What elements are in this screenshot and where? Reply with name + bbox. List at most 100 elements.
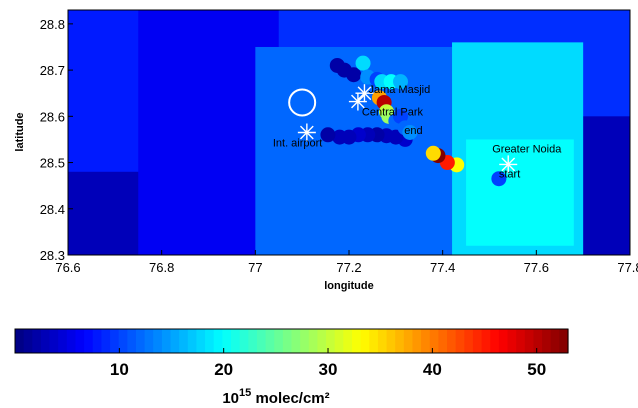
colorbar-step	[507, 329, 517, 353]
y-tick-label: 28.6	[40, 109, 65, 124]
colorbar-tick-label: 30	[319, 360, 338, 379]
x-tick-label: 76.6	[55, 260, 80, 275]
colorbar-step	[412, 329, 422, 353]
star-stroke	[501, 157, 516, 172]
colorbar-step	[300, 329, 310, 353]
colorbar-step	[196, 329, 206, 353]
colorbar-ticks: 10 20 30 40 50	[110, 348, 546, 379]
colorbar-step	[351, 329, 362, 353]
colorbar-step	[15, 329, 25, 353]
colorbar-step	[291, 329, 301, 353]
colorbar-step	[248, 329, 258, 353]
colorbar-step	[516, 329, 526, 353]
colorbar-step	[153, 329, 163, 353]
x-tick-label: 77	[248, 260, 262, 275]
x-tick-label: 77.4	[430, 260, 455, 275]
colorbar-step	[118, 329, 128, 353]
colorbar-step	[559, 329, 569, 353]
colorbar-tick-label: 10	[110, 360, 129, 379]
colorbar-tick-label: 50	[527, 360, 546, 379]
y-tick-label: 28.3	[40, 248, 65, 263]
colorbar-label-unit: molec/cm²	[251, 390, 329, 407]
y-axis: 28.3 28.4 28.5 28.6 28.7 28.8	[40, 17, 73, 263]
colorbar-step	[66, 329, 77, 353]
colorbar-step	[438, 329, 448, 353]
colorbar-step	[170, 329, 180, 353]
y-axis-label: latitude	[14, 112, 26, 151]
colorbar-label-base: 10	[222, 390, 239, 407]
x-tick-label: 77.8	[617, 260, 638, 275]
colorbar-step	[274, 329, 284, 353]
background-cell	[466, 139, 574, 246]
colorbar-step	[58, 329, 68, 353]
observation-points	[320, 55, 507, 187]
landmark-star	[499, 155, 518, 174]
colorbar-step	[179, 329, 189, 353]
colorbar-step	[92, 329, 103, 353]
data-point	[332, 129, 348, 145]
colorbar-step	[343, 329, 353, 353]
data-point	[425, 145, 441, 161]
point-label: start	[499, 168, 520, 180]
colorbar-step	[317, 329, 327, 353]
colorbar-step	[455, 329, 465, 353]
colorbar-step	[403, 329, 414, 353]
colorbar-step	[490, 329, 500, 353]
colorbar-label: 1015 molec/cm²	[222, 387, 329, 407]
colorbar-step	[49, 329, 59, 353]
colorbar-step	[110, 329, 120, 353]
colorbar-step	[421, 329, 431, 353]
colorbar-step	[360, 329, 370, 353]
data-point	[393, 74, 409, 90]
x-axis: 76.6 76.8 77 77.2 77.4 77.6 77.8	[55, 250, 638, 275]
landmark-label: Greater Noida	[492, 143, 562, 155]
colorbar-step	[101, 329, 111, 353]
y-tick-label: 28.5	[40, 156, 65, 171]
y-tick-label: 28.7	[40, 63, 65, 78]
star-stroke	[357, 86, 372, 101]
colorbar-step	[429, 329, 439, 353]
colorbar-step	[231, 329, 241, 353]
colorbar-step	[464, 329, 474, 353]
data-point	[329, 57, 345, 73]
colorbar-step	[334, 329, 344, 353]
star-stroke	[299, 125, 314, 140]
point-label: end	[404, 125, 422, 137]
colorbar-step	[144, 329, 154, 353]
colorbar-step	[239, 329, 249, 353]
colorbar-tick-label: 40	[423, 360, 442, 379]
colorbar: 10 20 30 40 50 1015 molec/cm²	[14, 328, 569, 407]
colorbar-step	[395, 329, 405, 353]
colorbar-step	[187, 329, 198, 353]
colorbar-label-exp: 15	[239, 387, 251, 399]
colorbar-step	[256, 329, 267, 353]
landmark-star	[297, 123, 316, 142]
landmark-star	[348, 92, 367, 111]
colorbar-frame	[14, 328, 569, 354]
colorbar-step	[481, 329, 491, 353]
colorbar-step	[75, 329, 85, 353]
colorbar-step	[222, 329, 232, 353]
data-point	[320, 127, 336, 143]
colorbar-step	[524, 329, 535, 353]
colorbar-step	[40, 329, 51, 353]
colorbar-step	[447, 329, 457, 353]
y-tick-label: 28.8	[40, 17, 65, 32]
colorbar-step	[386, 329, 396, 353]
x-tick-label: 77.6	[524, 260, 549, 275]
landmark-label: Central Park	[362, 107, 424, 119]
colorbar-step	[127, 329, 137, 353]
x-tick-label: 76.8	[149, 260, 174, 275]
colorbar-step	[205, 329, 215, 353]
plot-area: Jama Masjid Central Park Int. airport Great…	[67, 9, 631, 256]
colorbar-step	[282, 329, 293, 353]
colorbar-step	[377, 329, 388, 353]
data-point	[355, 55, 371, 71]
colorbar-step	[326, 329, 336, 353]
star-stroke	[351, 94, 365, 109]
colorbar-step	[23, 329, 33, 353]
colorbar-step	[369, 329, 379, 353]
colorbar-step	[265, 329, 275, 353]
x-tick-label: 77.2	[336, 260, 361, 275]
